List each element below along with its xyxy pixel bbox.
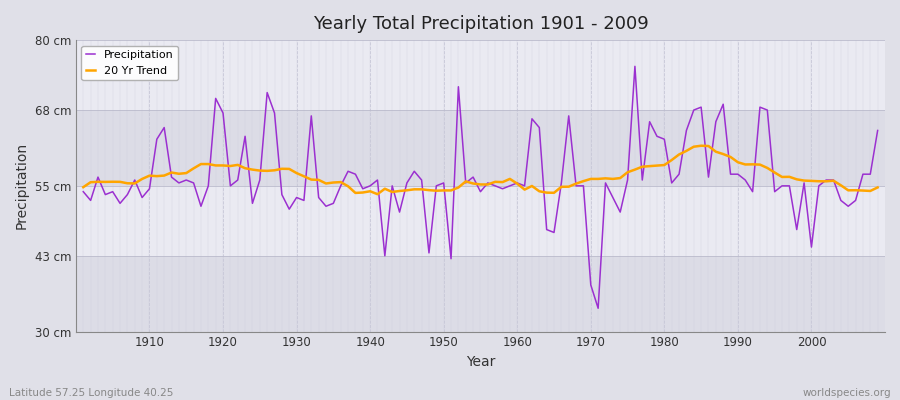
20 Yr Trend [872, 185, 883, 190]
Title: Yearly Total Precipitation 1901 - 2009: Yearly Total Precipitation 1901 - 2009 [312, 15, 648, 33]
Bar [76, 40, 885, 110]
Text: worldspecies.org: worldspecies.org [803, 388, 891, 398]
20 Yr Trend [299, 174, 310, 179]
Bar [76, 186, 885, 256]
X-axis label: Year: Year [466, 355, 495, 369]
Precipitation [505, 184, 516, 188]
Precipitation [299, 198, 310, 203]
Bar [76, 110, 885, 186]
20 Yr Trend [78, 185, 89, 190]
Bar [76, 256, 885, 332]
Text: Latitude 57.25 Longitude 40.25: Latitude 57.25 Longitude 40.25 [9, 388, 174, 398]
Legend: Precipitation, 20 Yr Trend: Precipitation, 20 Yr Trend [82, 46, 178, 80]
Precipitation [872, 128, 883, 133]
20 Yr Trend [608, 176, 618, 181]
20 Yr Trend [137, 176, 148, 181]
Line: 20 Yr Trend: 20 Yr Trend [84, 146, 878, 194]
20 Yr Trend [343, 184, 354, 189]
Line: Precipitation: Precipitation [84, 66, 878, 308]
Y-axis label: Precipitation: Precipitation [15, 142, 29, 230]
20 Yr Trend [519, 187, 530, 192]
20 Yr Trend [512, 181, 523, 186]
20 Yr Trend [372, 192, 382, 196]
Precipitation [343, 169, 354, 174]
Precipitation [78, 189, 89, 194]
Precipitation [629, 64, 640, 69]
20 Yr Trend [696, 143, 706, 148]
Precipitation [512, 180, 523, 185]
Precipitation [137, 195, 148, 200]
Precipitation [593, 306, 604, 311]
Precipitation [608, 195, 618, 200]
